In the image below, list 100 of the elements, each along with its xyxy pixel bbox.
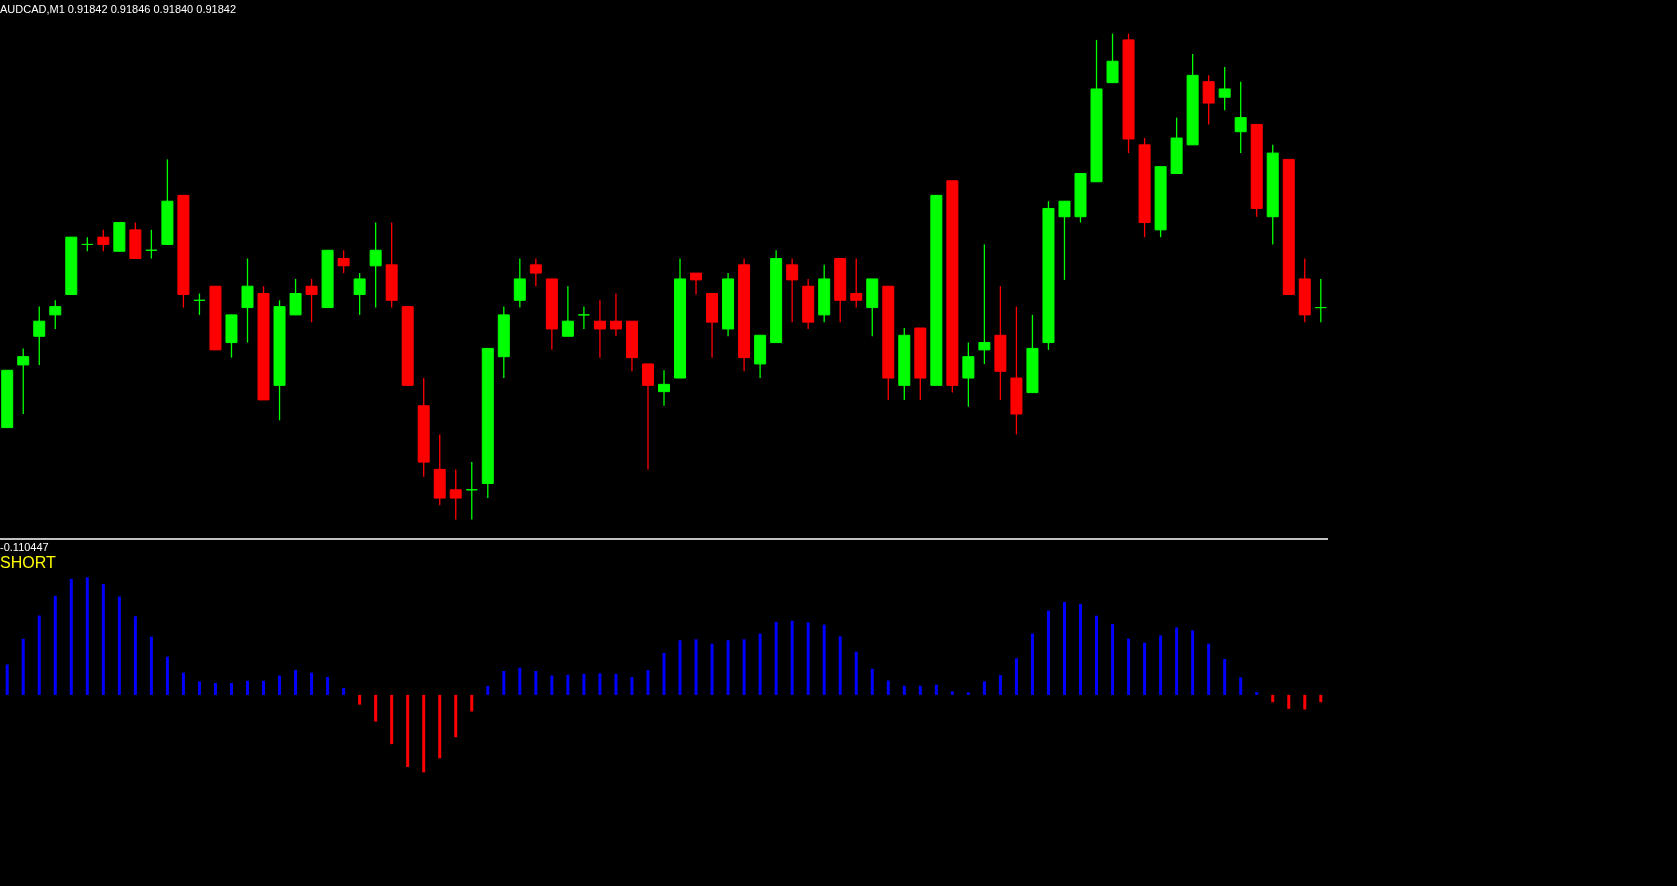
candlestick — [978, 243, 991, 365]
bar — [838, 636, 842, 695]
bar — [646, 670, 650, 695]
bar — [630, 677, 634, 695]
bar — [85, 577, 89, 695]
candlestick — [145, 229, 158, 260]
bar — [454, 694, 458, 738]
bar — [37, 615, 41, 695]
bar — [758, 633, 762, 695]
bar — [1303, 694, 1307, 710]
bar — [470, 694, 474, 712]
bar — [278, 675, 282, 695]
bar — [229, 683, 233, 695]
candlestick — [241, 257, 254, 344]
bar — [1127, 638, 1131, 695]
bar — [358, 694, 362, 705]
bar — [998, 675, 1002, 695]
candlestick — [17, 347, 30, 415]
bar — [598, 673, 602, 695]
candlestick — [1314, 278, 1327, 323]
candlestick — [513, 257, 526, 309]
bar — [662, 652, 666, 695]
bar — [582, 673, 586, 695]
bar — [1111, 624, 1115, 695]
text: SHORT — [0, 554, 56, 571]
candlestick — [962, 341, 975, 408]
bar — [1046, 610, 1050, 695]
bar — [966, 692, 970, 695]
bar — [1271, 694, 1275, 703]
bar — [726, 640, 730, 695]
bar — [982, 681, 986, 695]
bar — [918, 685, 922, 695]
bar — [550, 675, 554, 695]
bar — [678, 640, 682, 695]
bar — [117, 596, 121, 695]
bar — [101, 583, 105, 695]
bar — [342, 687, 346, 695]
candlestick — [289, 278, 302, 316]
bar — [53, 595, 57, 695]
bar — [422, 694, 426, 773]
bar — [213, 683, 217, 695]
bar — [534, 671, 538, 695]
bar — [1095, 615, 1099, 695]
bar — [133, 616, 137, 695]
bar — [694, 639, 698, 695]
bar — [886, 680, 890, 695]
candlestick — [449, 468, 462, 521]
bar — [742, 639, 746, 695]
chart-title: AUDCAD,M1 0.91842 0.91846 0.91840 0.91842 — [0, 3, 237, 15]
candlestick — [305, 278, 318, 323]
chart-title: -0.110447 — [0, 541, 49, 553]
bar — [854, 651, 858, 695]
bar — [614, 673, 618, 695]
bar — [870, 668, 874, 695]
bar — [566, 674, 570, 695]
bar — [262, 680, 266, 695]
bar — [790, 620, 794, 695]
bar — [1030, 633, 1034, 695]
candlestick — [1106, 32, 1119, 84]
candlestick — [609, 292, 622, 337]
candlestick — [690, 272, 703, 296]
candlestick — [97, 229, 110, 252]
bar — [1143, 642, 1147, 695]
candlestick — [1218, 66, 1231, 111]
candlestick — [577, 305, 590, 330]
candlestick — [353, 272, 366, 316]
candlestick — [33, 305, 46, 366]
bar — [310, 672, 314, 695]
bar — [374, 694, 378, 722]
bar — [806, 622, 810, 695]
candlestick — [786, 257, 799, 323]
candlestick — [1234, 81, 1247, 154]
candlestick — [641, 363, 654, 471]
bar — [1207, 643, 1211, 695]
candlestick — [1202, 74, 1215, 126]
bar — [326, 677, 330, 695]
bar — [438, 694, 442, 759]
bar — [149, 636, 153, 695]
bar — [774, 621, 778, 695]
candlestick — [49, 299, 62, 330]
candlestick — [593, 299, 606, 359]
candlestick — [1058, 200, 1071, 281]
bar — [1175, 627, 1179, 695]
candlestick — [337, 249, 350, 274]
bar — [1159, 635, 1163, 695]
bar — [246, 680, 249, 695]
candlestick — [850, 257, 863, 309]
bar — [69, 578, 73, 695]
candlestick — [369, 221, 382, 309]
bar — [822, 624, 826, 695]
bar — [5, 664, 9, 695]
bar — [1191, 630, 1195, 695]
bar — [1239, 677, 1243, 695]
candlestick — [465, 461, 478, 521]
bar — [950, 691, 954, 695]
bar — [934, 684, 938, 695]
bar — [390, 694, 394, 745]
bar — [1287, 694, 1291, 709]
bar — [165, 656, 169, 695]
bar — [502, 671, 506, 695]
